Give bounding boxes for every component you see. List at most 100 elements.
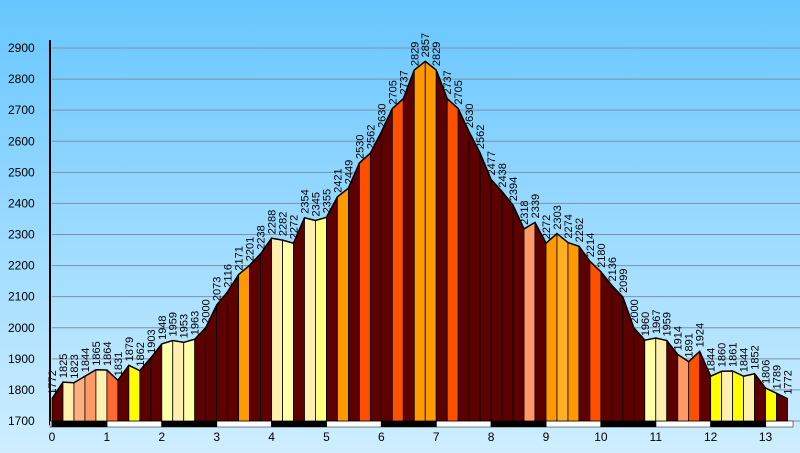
segment: [688, 350, 701, 422]
x-tick-label: 10: [594, 430, 608, 444]
value-label: 1948: [157, 315, 169, 339]
value-label: 2214: [585, 233, 597, 257]
segment: [611, 284, 624, 422]
segment: [73, 375, 86, 422]
value-label: 2116: [223, 264, 235, 288]
segment: [567, 242, 580, 422]
x-tick-label: 4: [268, 430, 275, 444]
value-label: 1967: [651, 310, 663, 334]
segment: [271, 237, 283, 422]
segment: [282, 239, 294, 422]
segment: [589, 260, 602, 422]
segment: [644, 337, 657, 422]
segment: [468, 131, 481, 422]
value-label: 2274: [563, 214, 575, 238]
value-label: 1953: [179, 314, 191, 338]
value-label: 2477: [486, 151, 498, 175]
segment: [512, 205, 525, 422]
y-tick-label: 2000: [8, 321, 35, 335]
value-label: 1823: [69, 354, 81, 378]
y-tick-label: 2200: [8, 259, 35, 273]
segment: [227, 273, 240, 422]
y-tick-label: 1800: [8, 383, 35, 397]
value-label: 2438: [497, 163, 509, 187]
x-tick-label: 0: [49, 430, 56, 444]
value-label: 1825: [58, 354, 70, 378]
x-tick-label: 8: [488, 430, 495, 444]
segment: [435, 69, 448, 422]
value-label: 1860: [717, 343, 729, 367]
labels: 1772182518231844186518641831187918621903…: [47, 33, 795, 395]
segment: [315, 216, 327, 422]
value-label: 2829: [409, 42, 421, 66]
x-band-marker: [710, 421, 766, 427]
value-label: 2345: [310, 192, 322, 216]
segment: [172, 340, 185, 422]
value-label: 2355: [321, 189, 333, 213]
y-tick-label: 1700: [8, 414, 35, 428]
segment: [62, 381, 75, 422]
value-label: 1772: [783, 370, 795, 394]
segment: [194, 326, 207, 422]
x-tick-label: 11: [650, 430, 663, 444]
value-label: 2303: [552, 205, 564, 229]
segment: [391, 97, 404, 422]
value-label: 2394: [508, 177, 520, 201]
segment: [578, 245, 591, 422]
value-label: 2000: [201, 299, 213, 323]
segment: [337, 187, 349, 422]
value-label: 1960: [640, 312, 652, 336]
profile: [51, 60, 788, 422]
value-label: 2262: [574, 218, 586, 242]
segment: [413, 60, 426, 422]
value-label: 2180: [596, 243, 608, 267]
value-label: 2272: [289, 215, 301, 239]
segment: [260, 236, 272, 422]
y-tick-label: 2300: [8, 228, 35, 242]
x-tick-label: 2: [158, 430, 165, 444]
x-tick-label: 12: [704, 430, 718, 444]
segment: [545, 232, 558, 422]
segment: [347, 162, 360, 422]
x-tick-label: 5: [323, 430, 330, 444]
segment: [479, 152, 492, 422]
segment: [369, 131, 382, 422]
value-label: 2530: [354, 135, 366, 159]
segment: [732, 370, 744, 422]
value-label: 1844: [706, 348, 718, 372]
value-label: 2099: [618, 268, 630, 292]
value-label: 1914: [673, 326, 685, 350]
segment: [249, 252, 261, 422]
y-tick-label: 2100: [8, 290, 35, 304]
value-label: 1844: [80, 348, 92, 372]
value-label: 2000: [629, 299, 641, 323]
value-label: 2449: [343, 160, 355, 184]
value-label: 2705: [453, 80, 465, 104]
value-label: 2171: [234, 246, 246, 270]
value-label: 2630: [464, 103, 476, 127]
segment: [534, 222, 547, 422]
x-band-marker: [600, 421, 656, 427]
value-label: 1865: [91, 341, 103, 365]
value-label: 2829: [431, 42, 443, 66]
value-label: 2339: [530, 194, 542, 218]
y-tick-label: 2600: [8, 134, 35, 148]
segment: [523, 221, 536, 422]
value-label: 2630: [376, 103, 388, 127]
value-label: 2318: [519, 200, 531, 224]
value-label: 2421: [332, 168, 344, 192]
value-label: 2562: [475, 125, 487, 149]
value-label: 2737: [398, 70, 410, 94]
segment: [457, 108, 470, 422]
value-label: 2288: [267, 210, 279, 234]
value-label: 2272: [541, 215, 553, 239]
value-label: 1852: [750, 345, 762, 369]
segment: [633, 326, 646, 422]
segment: [380, 108, 393, 422]
segment: [238, 264, 251, 422]
segment: [183, 338, 196, 422]
value-label: 1924: [695, 323, 707, 347]
segment: [304, 217, 316, 422]
x-tick-label: 3: [213, 430, 220, 444]
value-label: 2737: [442, 70, 454, 94]
